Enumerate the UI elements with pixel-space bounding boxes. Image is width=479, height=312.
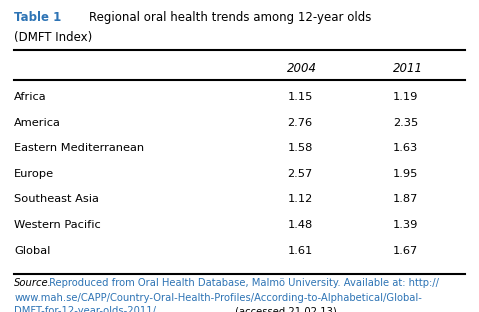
Text: Eastern Mediterranean: Eastern Mediterranean — [14, 143, 145, 153]
Text: 1.67: 1.67 — [393, 246, 418, 256]
Text: 2.57: 2.57 — [287, 169, 313, 179]
Text: Source.: Source. — [14, 278, 52, 288]
Text: 1.58: 1.58 — [287, 143, 313, 153]
Text: 1.87: 1.87 — [393, 194, 418, 204]
Text: 1.39: 1.39 — [393, 220, 418, 230]
Text: 1.63: 1.63 — [393, 143, 418, 153]
Text: Africa: Africa — [14, 92, 47, 102]
Text: Regional oral health trends among 12-year olds: Regional oral health trends among 12-yea… — [89, 11, 371, 24]
Text: 2004: 2004 — [287, 62, 318, 76]
Text: Table 1: Table 1 — [14, 11, 62, 24]
Text: Southeast Asia: Southeast Asia — [14, 194, 99, 204]
Text: 1.15: 1.15 — [287, 92, 313, 102]
Text: 2.76: 2.76 — [287, 118, 312, 128]
Text: 1.61: 1.61 — [287, 246, 313, 256]
Text: 2.35: 2.35 — [393, 118, 418, 128]
Text: America: America — [14, 118, 61, 128]
Text: Europe: Europe — [14, 169, 55, 179]
Text: Western Pacific: Western Pacific — [14, 220, 101, 230]
Text: Reproduced from Oral Health Database, Malmö University. Available at: http://: Reproduced from Oral Health Database, Ma… — [46, 278, 438, 288]
Text: (DMFT Index): (DMFT Index) — [14, 31, 92, 44]
Text: 1.19: 1.19 — [393, 92, 418, 102]
Text: DMFT-for-12-year-olds-2011/: DMFT-for-12-year-olds-2011/ — [14, 306, 156, 312]
Text: 2011: 2011 — [393, 62, 423, 76]
Text: 1.95: 1.95 — [393, 169, 418, 179]
Text: Global: Global — [14, 246, 51, 256]
Text: 1.12: 1.12 — [287, 194, 313, 204]
Text: www.mah.se/CAPP/Country-Oral-Health-Profiles/According-to-Alphabetical/Global-: www.mah.se/CAPP/Country-Oral-Health-Prof… — [14, 293, 422, 303]
Text: 1.48: 1.48 — [287, 220, 313, 230]
Text: (accessed 21.02.13).: (accessed 21.02.13). — [232, 306, 340, 312]
